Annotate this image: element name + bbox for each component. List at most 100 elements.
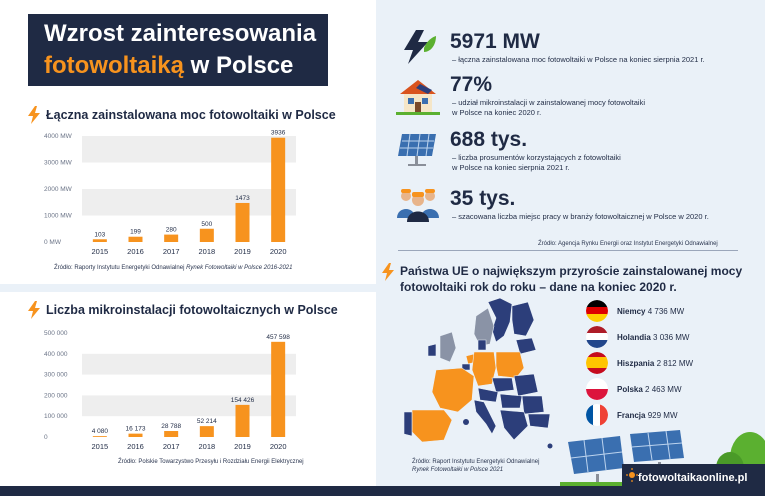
stat-big-4: 35 tys.: [450, 187, 516, 210]
y-tick-label: 200 000: [44, 392, 68, 399]
eu-country-2: Holandia 3 036 MW: [617, 333, 689, 342]
eu-country-3: Hiszpania 2 812 MW: [617, 359, 693, 368]
x-tick-label: 2017: [163, 442, 180, 451]
bar-value-label: 16 173: [126, 426, 146, 433]
page-title: Wzrost zainteresowania: [44, 20, 317, 47]
stat-desc-2b: w Polsce na koniec 2020 r.: [452, 108, 542, 117]
x-tick-label: 2020: [270, 442, 287, 451]
brand-badge: [622, 464, 765, 486]
y-tick-label: 1000 MW: [44, 213, 73, 220]
bar-value-label: 1473: [235, 195, 250, 202]
solar-panel-icon: [398, 133, 436, 166]
x-tick-label: 2018: [198, 442, 215, 451]
bar: [199, 228, 214, 242]
bar: [92, 239, 107, 242]
bar: [199, 426, 214, 437]
country-value: 2 812 MW: [656, 359, 694, 368]
country-name: Niemcy: [617, 307, 646, 316]
capacity-chart-title: Łączna zainstalowana moc fotowoltaiki w …: [46, 108, 336, 122]
micro-chart: 0 100 000 200 000 300 000 400 000 500 000 4 08…: [44, 330, 296, 451]
eu-country-4: Polska 2 463 MW: [617, 385, 682, 394]
x-tick-label: 2015: [91, 247, 108, 256]
y-tick-label: 500 000: [44, 330, 68, 337]
eu-country-1: Niemcy 4 736 MW: [617, 307, 684, 316]
stat-desc-2a: – udział mikroinstalacji w zainstalowane…: [452, 98, 645, 107]
stats-source: Źródło: Agencja Rynku Energii oraz Insty…: [538, 241, 718, 247]
grid-band: [82, 136, 296, 163]
y-tick-label: 400 000: [44, 351, 68, 358]
micro-chart-source: Źródło: Polskie Towarzystwo Przesyłu i R…: [118, 459, 304, 465]
y-tick-label: 0: [44, 434, 48, 441]
workers-icon: [397, 189, 439, 222]
capacity-source-italic: Rynek Fotowoltaiki w Polsce 2016-2021: [186, 265, 293, 271]
bar-value-label: 4 080: [92, 428, 109, 435]
y-tick-label: 2000 MW: [44, 186, 73, 193]
bar-value-label: 199: [130, 229, 141, 236]
bar: [164, 431, 179, 437]
poland-flag-icon: [586, 378, 608, 400]
lightning-icon: [28, 106, 40, 124]
bar-value-label: 280: [166, 227, 177, 234]
page-title-line2: fotowoltaiką w Polsce: [44, 52, 293, 80]
eu-section-title-line2: fotowoltaiki rok do roku – dane na konie…: [400, 280, 677, 294]
eu-source-line1: Źródło: Raport Instytutu Energetyki Odna…: [412, 459, 540, 465]
spain-flag-icon: [586, 352, 608, 374]
capacity-chart: 0 MW 1000 MW 2000 MW 3000 MW 4000 MW 103 2015 1…: [44, 130, 296, 256]
bar-value-label: 457 598: [266, 334, 290, 341]
lightning-icon: [28, 301, 40, 319]
bottom-bar: [0, 486, 765, 496]
bar-value-label: 3936: [271, 130, 286, 137]
stat-big-3: 688 tys.: [450, 128, 528, 151]
country-value: 4 736 MW: [647, 307, 685, 316]
bar-value-label: 154 426: [231, 397, 255, 404]
stat-desc-3a: – liczba prosumentów korzystających z fo…: [452, 153, 621, 162]
country-name: Francja: [617, 411, 646, 420]
stat-big-2: 77%: [450, 73, 493, 96]
y-tick-label: 3000 MW: [44, 160, 73, 167]
grid-band: [82, 189, 296, 216]
grid-band: [82, 353, 296, 375]
title-highlight: fotowoltaiką: [44, 52, 185, 79]
y-tick-label: 100 000: [44, 413, 68, 420]
x-tick-label: 2019: [234, 442, 251, 451]
europe-map: [403, 297, 553, 449]
capacity-chart-source: Źródło: Raporty Instytutu Energetyki Odn…: [54, 265, 292, 271]
x-tick-label: 2015: [91, 442, 108, 451]
netherlands-flag-icon: [586, 326, 608, 348]
bar: [92, 436, 107, 437]
grid-band: [82, 395, 296, 417]
bar: [271, 137, 286, 242]
lightning-icon: [382, 263, 394, 281]
bar: [128, 236, 143, 242]
y-tick-label: 0 MW: [44, 239, 62, 246]
bar-value-label: 103: [94, 231, 105, 238]
bar-value-label: 500: [201, 221, 212, 228]
bar: [235, 202, 250, 242]
lightning-leaf-icon: [404, 30, 436, 64]
germany-flag-icon: [586, 300, 608, 322]
x-tick-label: 2016: [127, 247, 144, 256]
eu-source-line2: Rynek Fotowoltaiki w Polsce 2021: [412, 467, 504, 473]
country-value: 2 463 MW: [645, 385, 682, 394]
title-suffix: w Polsce: [184, 52, 294, 79]
bar: [271, 341, 286, 437]
country-value: 929 MW: [647, 411, 678, 420]
section-divider: [0, 284, 376, 292]
x-tick-label: 2019: [234, 247, 251, 256]
bar-value-label: 28 788: [161, 423, 181, 430]
sun-icon: [626, 468, 638, 482]
y-tick-label: 300 000: [44, 372, 68, 379]
eu-country-5: Francja 929 MW: [617, 411, 678, 420]
bar: [128, 433, 143, 437]
micro-chart-title: Liczba mikroinstalacji fotowoltaicznych …: [46, 303, 338, 317]
title-box: [28, 14, 328, 86]
y-tick-label: 4000 MW: [44, 133, 73, 140]
stat-desc-3b: w Polsce na koniec sierpnia 2021 r.: [452, 163, 570, 172]
stat-desc-4: – szacowana liczba miejsc pracy w branży…: [452, 212, 709, 221]
stat-desc-1: – łączna zainstalowana moc fotowoltaiki …: [452, 55, 705, 64]
brand-link[interactable]: fotowoltaikaonline.pl: [638, 472, 748, 484]
stat-big-1: 5971 MW: [450, 30, 540, 53]
bar: [235, 404, 250, 437]
x-tick-label: 2018: [198, 247, 215, 256]
x-tick-label: 2016: [127, 442, 144, 451]
